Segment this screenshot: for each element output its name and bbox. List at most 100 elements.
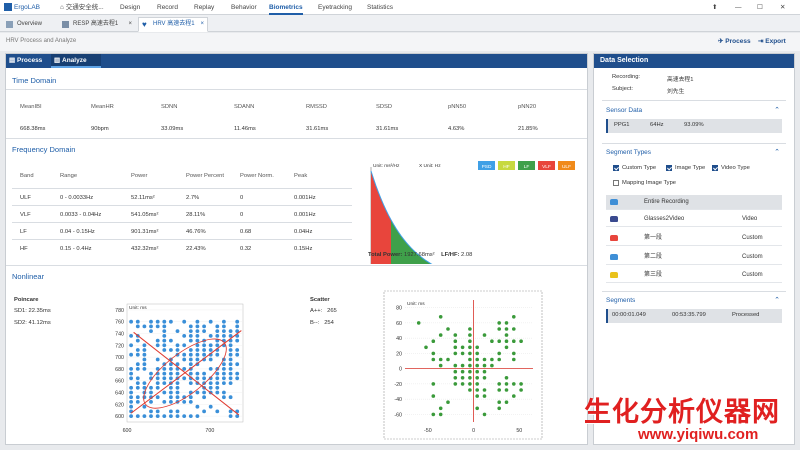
poincare-point (135, 376, 140, 381)
poincare-point (169, 395, 173, 400)
segment-end: 00:53:35.799 (672, 312, 706, 318)
menu-behavior[interactable]: Behavior (231, 4, 257, 11)
scatter-point (504, 388, 509, 392)
frequency-header: Power Norm. (240, 173, 274, 179)
close-tab-icon[interactable]: × (128, 21, 132, 27)
poincare-point (208, 404, 213, 409)
legend-swatch-vlf (538, 161, 555, 170)
close-tab-icon[interactable]: × (200, 21, 204, 27)
poincare-point (235, 376, 240, 381)
segment-type-row[interactable]: 第一段 Custom (606, 231, 782, 246)
app-logo: ErgoLAB (4, 0, 40, 15)
export-button[interactable]: ⇥ Export (758, 38, 786, 45)
mapping-type-checkbox[interactable] (613, 180, 619, 186)
close-window-icon[interactable]: ✕ (780, 4, 786, 11)
custom-type-checkbox[interactable] (613, 165, 619, 171)
collapse-icon[interactable]: ⌃ (774, 149, 780, 156)
poincare-point (188, 395, 193, 400)
poincare-point (195, 376, 200, 381)
menu-eyetracking[interactable]: Eyetracking (318, 4, 352, 11)
scatter-point (497, 327, 501, 331)
scatter-point (475, 376, 479, 380)
menu-project[interactable]: ⌂ 交通安全统... (60, 4, 104, 11)
tab-resp[interactable]: RESP 高速去程1 × (58, 17, 136, 32)
menu-biometrics[interactable]: Biometrics (269, 0, 303, 15)
legend-label: ULF (562, 164, 571, 170)
car-icon (610, 254, 618, 260)
segment-row[interactable]: 00:00:01.049 00:53:35.799 Processed (606, 309, 782, 323)
poincare-point (149, 400, 153, 404)
time-domain-header: pNN50 (448, 104, 467, 110)
scatter-point (475, 369, 479, 374)
legend-label: LF (524, 164, 530, 170)
breadcrumb: HRV Process and Analyze (6, 38, 77, 44)
poincare-point (228, 395, 233, 400)
scatter-point (468, 345, 472, 350)
scatter-point (468, 382, 472, 386)
menu-record[interactable]: Record (157, 4, 178, 11)
tab-analyze[interactable]: ▥ Analyze (51, 54, 101, 68)
legend-label: HF (503, 164, 509, 170)
upload-icon[interactable]: ⬆ (712, 4, 718, 11)
recording-value: 高速去程1 (667, 77, 694, 83)
sensor-row[interactable]: PPG1 64Hz 93.09% (606, 119, 782, 133)
menu-replay[interactable]: Replay (194, 4, 215, 11)
scatter-point (468, 363, 472, 368)
menu-statistics[interactable]: Statistics (367, 4, 394, 11)
poincare-point (149, 329, 153, 333)
poincare-point (182, 334, 187, 338)
maximize-icon[interactable]: ☐ (757, 4, 763, 11)
poincare-point (162, 371, 167, 376)
scatter-point (468, 376, 472, 380)
frequency-cell: 0.15Hz (294, 246, 313, 252)
home-icon: ⌂ (60, 4, 64, 11)
poincare-point (235, 338, 240, 343)
poincare-point (149, 390, 153, 395)
x-tick-label: 600 (123, 428, 132, 434)
scatter-point (497, 321, 501, 325)
segment-type-row[interactable]: Glasses2Video Video (606, 212, 782, 227)
scatter-point (512, 357, 516, 362)
collapse-icon[interactable]: ⌃ (774, 297, 780, 304)
segment-type-row[interactable]: 第二段 Custom (606, 250, 782, 265)
time-domain-value: 21.85% (518, 126, 538, 132)
poincare-point (215, 381, 220, 385)
process-button[interactable]: ✈ Process (718, 38, 751, 45)
scatter-point (482, 333, 487, 337)
minimize-icon[interactable]: — (735, 4, 742, 11)
menu-design[interactable]: Design (120, 4, 141, 11)
poincare-point (135, 319, 140, 324)
tab-process[interactable]: ▤ Process (6, 54, 51, 68)
video-type-checkbox[interactable] (712, 165, 718, 171)
poincare-point (195, 390, 200, 395)
tab-overview[interactable]: Overview (2, 17, 60, 32)
poincare-point (162, 324, 167, 329)
segment-type-row[interactable]: 第三段 Custom (606, 268, 782, 283)
scatter-point (504, 376, 509, 380)
scatter-point (504, 382, 509, 386)
frequency-header: Band (20, 173, 34, 179)
poincare-point (182, 376, 187, 381)
scatter-point (504, 345, 509, 350)
y-tick-label: 660 (115, 379, 124, 385)
divider (602, 100, 786, 101)
tab-hrv[interactable]: ♥ HRV 高速去程1 × (138, 17, 208, 32)
analysis-panel: ▤ Process ▥ Analyze Time Domain MeanIBI 668… (5, 53, 588, 445)
poincare-point (169, 348, 173, 352)
segment-type-row[interactable]: Entire Recording (606, 195, 782, 210)
image-type-checkbox[interactable] (666, 165, 672, 171)
poincare-point (162, 362, 167, 367)
poincare-point (129, 395, 133, 400)
poincare-point (215, 324, 220, 329)
sd2-axis (130, 330, 242, 414)
time-domain-value: 90bpm (91, 126, 109, 132)
poincare-point (142, 381, 147, 385)
process-icon: ▤ (9, 57, 16, 64)
scatter-point (490, 357, 494, 362)
poincare-point (202, 352, 206, 357)
psd-chart: 0.000.050.100.150.200.250.300.350.40Unit… (370, 161, 575, 264)
poincare-point (182, 357, 187, 362)
scatter-point (475, 351, 479, 356)
poincare-point (142, 362, 147, 367)
collapse-icon[interactable]: ⌃ (774, 107, 780, 114)
